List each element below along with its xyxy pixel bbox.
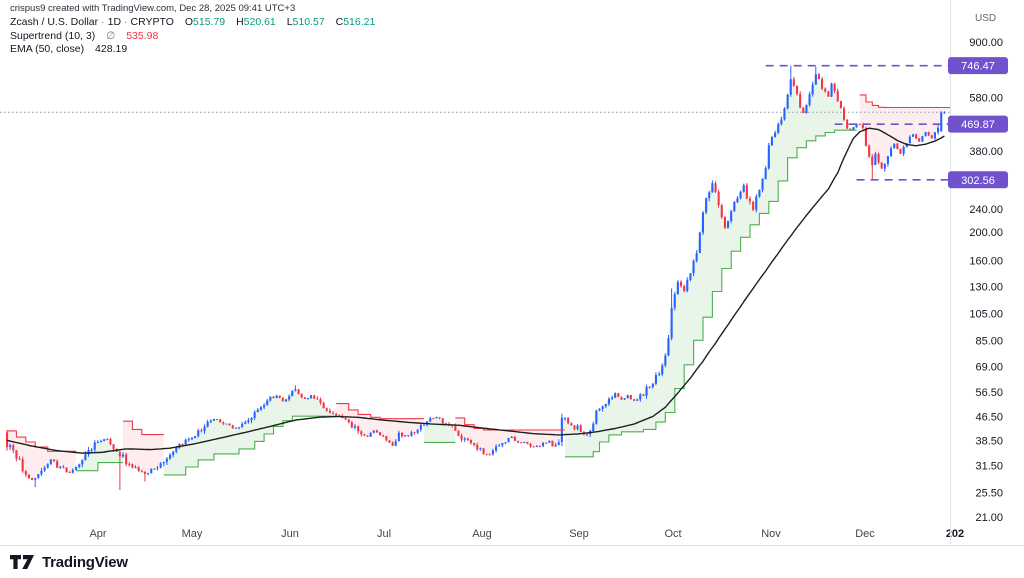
supertrend-up-line [565, 129, 857, 458]
empty-set-icon: ∅ [106, 29, 116, 42]
supertrend-up-fill [76, 439, 123, 471]
price-level-badge-text: 746.47 [961, 61, 995, 73]
price-tick-label: 240.00 [969, 204, 1003, 216]
price-tick-label: 580.00 [969, 93, 1003, 105]
symbol-title[interactable]: Zcash / U.S. Dollar [10, 16, 99, 28]
supertrend-up-fill [163, 389, 337, 475]
supertrend-up-line [163, 415, 337, 476]
price-level-badge-text: 469.87 [961, 119, 995, 131]
month-label: Apr [89, 528, 106, 540]
separator-dot: · [124, 16, 128, 28]
price-tick-label: 69.00 [975, 362, 1003, 374]
supertrend-up-line [76, 462, 123, 472]
supertrend-row: Supertrend (10, 3) ∅ 535.98 [10, 30, 375, 44]
price-tick-label: 130.00 [969, 282, 1003, 294]
tradingview-brand-text[interactable]: TradingView [42, 553, 128, 571]
supertrend-down-fill [455, 417, 565, 455]
month-label: Jun [281, 528, 299, 540]
supertrend-down-line [123, 420, 164, 436]
open-value: O515.79 [184, 16, 226, 28]
price-level-badge[interactable] [948, 57, 1008, 75]
high-value: H520.61 [236, 16, 276, 28]
supertrend-down-fill [7, 430, 76, 480]
close-value: C516.21 [335, 16, 376, 28]
month-label: Dec [855, 528, 875, 540]
supertrend-down-line [859, 94, 950, 109]
price-tick-label: 105.00 [969, 309, 1003, 321]
plot-area[interactable] [0, 64, 954, 490]
price-tick-label: 200.00 [969, 227, 1003, 239]
market-label: CRYPTO [130, 16, 174, 28]
ema-value: 428.19 [95, 43, 128, 55]
price-tick-label: 380.00 [969, 146, 1003, 158]
supertrend-down-fill [123, 421, 164, 474]
ema-row: EMA (50, close) 428.19 [10, 43, 375, 57]
month-label: Sep [569, 528, 589, 540]
price-tick-label: 900.00 [969, 37, 1003, 49]
month-label: May [182, 528, 203, 540]
price-level-badge-text: 302.56 [961, 175, 995, 187]
ema-label[interactable]: EMA (50, close) [10, 43, 85, 55]
price-tick-label: 38.50 [975, 435, 1003, 447]
month-label: 202 [946, 528, 964, 540]
symbol-row: Zcash / U.S. Dollar · 1D · CRYPTO O515.79 H5… [10, 16, 375, 30]
month-label: Nov [761, 528, 781, 540]
price-tick-label: 46.50 [975, 412, 1003, 424]
supertrend-value: 535.98 [126, 29, 159, 42]
price-tick-label: 25.50 [975, 487, 1003, 499]
month-label: Oct [664, 528, 681, 540]
month-label: Aug [472, 528, 492, 540]
price-tick-label: 85.00 [975, 335, 1003, 347]
creator-watermark: crispus9 created with TradingView.com, D… [10, 3, 296, 14]
price-tick-label: 21.00 [975, 512, 1003, 524]
low-value: L510.57 [286, 16, 325, 28]
supertrend-down-fill [859, 94, 950, 169]
footer-bar: TradingView [0, 545, 1024, 578]
price-tick-label: 160.00 [969, 255, 1003, 267]
ema-line [6, 127, 945, 454]
interval-label[interactable]: 1D [107, 16, 122, 28]
time-axis[interactable]: Apr May Jun Jul Aug Sep Oct Nov Dec 202 [89, 528, 964, 540]
currency-label: USD [975, 13, 996, 24]
price-chart[interactable]: Apr May Jun Jul Aug Sep Oct Nov Dec 202 USD 900.00 5… [0, 0, 1024, 545]
month-label: Jul [377, 528, 391, 540]
price-axis[interactable]: USD 900.00 580.00 380.00 240.00 200.00 160.00 1… [948, 0, 1008, 544]
supertrend-down-line [336, 403, 424, 420]
separator-dot: · [101, 16, 105, 28]
tradingview-logo-icon[interactable] [9, 553, 35, 571]
supertrend-up-fill [424, 417, 456, 443]
chart-legend: Zcash / U.S. Dollar · 1D · CRYPTO O515.79 H5… [10, 16, 375, 57]
price-tick-label: 31.50 [975, 461, 1003, 473]
price-level-badge[interactable] [948, 115, 1008, 133]
price-tick-label: 56.50 [975, 387, 1003, 399]
supertrend-up-fill [565, 74, 857, 457]
supertrend-label[interactable]: Supertrend (10, 3) [10, 29, 96, 42]
price-level-badge[interactable] [948, 171, 1008, 189]
